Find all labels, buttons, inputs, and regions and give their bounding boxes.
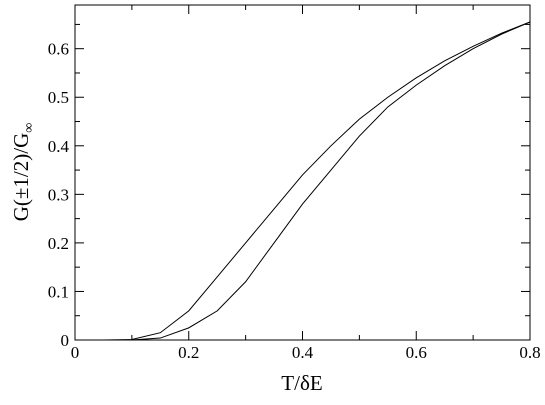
- series-line: [75, 21, 531, 341]
- y-tick-label: 0.6: [48, 40, 69, 59]
- x-tick-label: 0.4: [292, 343, 314, 362]
- y-axis-title: G(±1/2)/G∞: [9, 123, 37, 222]
- x-tick-label: 0.6: [406, 343, 427, 362]
- y-tick-label: 0.3: [48, 185, 69, 204]
- y-tick-label: 0: [61, 331, 70, 350]
- series-line: [75, 21, 531, 341]
- y-tick-label: 0.4: [48, 137, 70, 156]
- x-axis-title: T/δE: [281, 371, 322, 395]
- y-tick-label: 0.1: [48, 282, 69, 301]
- y-tick-label: 0.2: [48, 234, 69, 253]
- y-axis-title-main: G(±1/2)/G: [9, 133, 33, 222]
- y-axis-title-subscript: ∞: [22, 123, 37, 133]
- y-tick-label: 0.5: [48, 88, 69, 107]
- x-tick-label: 0.2: [178, 343, 199, 362]
- x-tick-label: 0: [71, 343, 80, 362]
- x-tick-label: 0.8: [519, 343, 540, 362]
